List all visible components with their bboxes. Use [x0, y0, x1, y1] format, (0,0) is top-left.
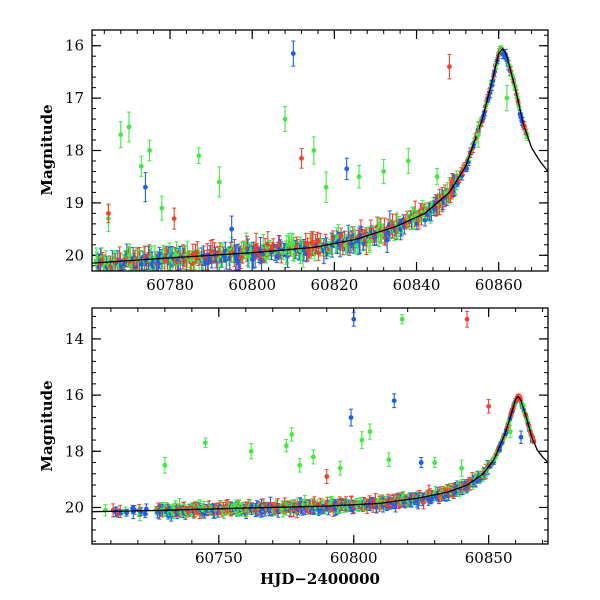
top-green-data-point: [311, 136, 317, 165]
top-y-axis-label: Magnitude: [38, 104, 56, 195]
bottom-panel-ticks: 60750 60800 60850 14 16 18 20: [65, 308, 548, 567]
top-model-curve: [92, 47, 548, 264]
bottom-blue-data-point: [391, 393, 397, 409]
top-panel-data: [92, 40, 548, 271]
top-red-data-point: [106, 203, 111, 224]
top-blue-data-point: [290, 40, 296, 67]
top-x-tick-label: 60800: [228, 276, 276, 294]
bottom-y-tick-label: 18: [65, 442, 84, 460]
top-red-data-point: [299, 148, 304, 169]
bottom-green-data-point: [162, 457, 168, 474]
bottom-green-data-point: [283, 439, 289, 453]
bottom-red-data-point: [464, 310, 470, 328]
top-y-tick-label: 17: [65, 89, 84, 107]
bottom-green-data-point: [359, 431, 365, 449]
top-y-tick-label: 20: [65, 246, 84, 264]
bottom-panel-frame: [91, 307, 549, 545]
bottom-green-data-point: [202, 437, 208, 449]
bottom-green-data-point: [297, 458, 303, 473]
bottom-blue-data-point: [348, 408, 354, 427]
top-green-data-point: [434, 168, 440, 186]
top-green-data-point: [147, 139, 152, 162]
bottom-green-data-point: [310, 449, 316, 465]
bottom-green-data-point: [367, 423, 373, 440]
bottom-green-data-point: [386, 452, 392, 468]
bottom-blue-data-point: [518, 430, 524, 444]
top-green-data-point: [475, 121, 481, 148]
top-blue-data-point: [344, 157, 350, 181]
top-green-data-point: [356, 164, 362, 189]
top-y-tick-label: 16: [65, 37, 84, 55]
bottom-y-tick-label: 20: [65, 498, 84, 516]
bottom-green-data-point: [248, 443, 254, 460]
top-green-data-point: [118, 121, 124, 149]
top-x-tick-label: 60860: [475, 276, 523, 294]
top-panel-frame: [91, 29, 549, 272]
bottom-y-axis-label: Magnitude: [38, 380, 56, 471]
top-green-data-point: [504, 84, 510, 112]
bottom-green-data-point: [399, 314, 405, 325]
top-green-data-point: [138, 155, 144, 177]
bottom-green-data-point: [289, 427, 295, 442]
bottom-red-data-point: [486, 399, 492, 414]
top-blue-data-point: [143, 172, 148, 203]
bottom-green-data-point: [432, 457, 438, 469]
top-panel: 60780 60800 60820 60840 60860 16 17 18 19 20 Magn…: [38, 29, 549, 294]
top-green-data-point: [323, 171, 329, 203]
bottom-green-data-point: [507, 425, 513, 439]
top-green-data-point: [216, 166, 222, 198]
top-panel-ticks: 60780 60800 60820 60840 60860 16 17 18 19 20: [65, 30, 549, 294]
bottom-green-data-point: [459, 459, 465, 477]
bottom-green-data-point: [337, 460, 343, 476]
top-green-data-point: [196, 147, 202, 165]
top-blue-data-point: [229, 215, 235, 243]
top-green-data-point: [405, 148, 411, 174]
top-x-tick-label: 60840: [393, 276, 441, 294]
top-x-tick-label: 60780: [146, 276, 194, 294]
top-red-data-point: [447, 53, 452, 80]
bottom-y-tick-label: 14: [65, 330, 84, 348]
bottom-panel: 60750 60800 60850 14 16 18 20 Magnitude HJD−24…: [38, 307, 549, 588]
top-green-data-point: [282, 105, 288, 133]
bottom-x-tick-label: 60750: [195, 549, 243, 567]
top-x-tick-label: 60820: [311, 276, 359, 294]
bottom-red-data-point: [324, 469, 330, 484]
x-axis-label: HJD−2400000: [260, 570, 380, 588]
bottom-y-tick-label: 16: [65, 386, 84, 404]
bottom-blue-data-point: [418, 456, 424, 469]
bottom-panel-data: [92, 310, 548, 522]
top-y-tick-label: 19: [65, 194, 84, 212]
top-green-data-point: [126, 111, 132, 143]
bottom-blue-data-point: [351, 311, 357, 327]
bottom-x-tick-label: 60850: [465, 549, 513, 567]
bottom-x-tick-label: 60800: [330, 549, 378, 567]
top-red-data-point: [171, 207, 177, 230]
top-y-tick-label: 18: [65, 142, 84, 160]
top-green-data-point: [381, 159, 387, 184]
top-green-data-point: [159, 195, 165, 221]
bottom-model-curve: [92, 395, 548, 513]
